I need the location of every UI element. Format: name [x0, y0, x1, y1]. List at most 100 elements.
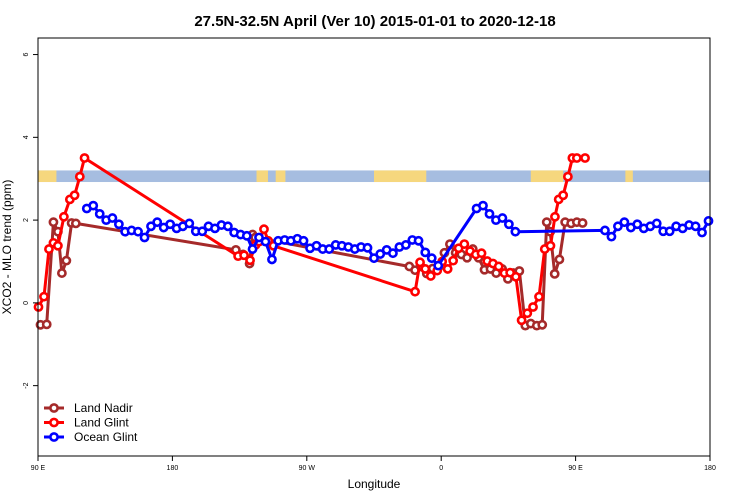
legend-item-ocean-glint: Ocean Glint	[44, 430, 138, 444]
y-tick-label: 0	[23, 301, 30, 305]
land-glint-point	[425, 271, 436, 281]
land-glint-point	[442, 264, 453, 274]
ocean-glint-point	[267, 254, 277, 265]
land-segment	[625, 170, 633, 183]
x-axis: 90 E 180 90 W 0 90 E 180	[31, 456, 716, 472]
ocean-glint-point	[697, 227, 707, 238]
land-glint-point	[58, 211, 69, 222]
land-segment	[38, 170, 57, 183]
ocean-glint-point	[375, 249, 386, 259]
ocean-glint-point	[254, 232, 264, 243]
land-segment	[256, 170, 268, 183]
ocean-glint-point	[478, 200, 488, 211]
legend-label: Ocean Glint	[74, 430, 138, 444]
ocean-glint-point	[88, 200, 99, 211]
ocean-glint-point	[651, 218, 662, 229]
ocean-glint-point	[152, 217, 163, 228]
land-glint-point	[545, 240, 556, 251]
land-glint-point	[516, 315, 527, 326]
land-nadir-point	[577, 218, 588, 228]
x-tick-label: 90 E	[568, 465, 583, 472]
land-glint-point	[550, 211, 560, 222]
legend-label: Land Glint	[74, 416, 129, 430]
land-glint-point	[562, 171, 573, 182]
land-nadir-point	[41, 319, 52, 330]
y-tick-label: 4	[23, 135, 30, 139]
land-glint-point	[571, 153, 582, 163]
ocean-glint-point	[503, 219, 514, 230]
land-glint-point	[44, 244, 54, 254]
land-nadir-point	[61, 255, 72, 266]
land-glint-line	[37, 156, 586, 322]
legend-swatch-marker	[49, 403, 59, 413]
chart-title: 27.5N-32.5N April (Ver 10) 2015-01-01 to…	[194, 13, 555, 30]
land-glint-point	[415, 257, 425, 268]
legend-item-land-glint: Land Glint	[44, 416, 129, 430]
ocean-glint-point	[619, 217, 630, 228]
land-nadir-point	[549, 269, 560, 279]
y-tick-label: 2	[23, 218, 30, 222]
plot-frame	[37, 37, 711, 457]
y-tick-label: 6	[23, 53, 30, 57]
land-glint-point	[39, 291, 49, 302]
ocean-glint-point	[184, 218, 195, 229]
x-axis-label: Longitude	[348, 477, 401, 491]
ocean-glint-point	[426, 253, 437, 264]
land-nadir-point	[554, 254, 565, 265]
ocean-glint-point	[139, 232, 150, 243]
land-glint-point	[79, 153, 90, 163]
ocean-glint-point	[433, 260, 444, 271]
ocean-glint-point	[362, 242, 373, 253]
ocean-glint-point	[298, 235, 309, 246]
x-tick-label: 90 W	[299, 465, 316, 472]
ocean-glint-point	[510, 226, 521, 237]
land-glint-point	[69, 190, 80, 201]
ocean-glint-point	[600, 225, 610, 236]
ocean-glint-point	[484, 208, 495, 219]
legend-swatch-marker	[49, 417, 59, 428]
land-glint-point	[510, 271, 521, 282]
y-axis-label: XCO2 - MLO trend (ppm)	[0, 180, 14, 315]
land-glint-point	[53, 240, 63, 251]
x-tick-label: 90 E	[31, 465, 46, 472]
land-glint-point	[493, 261, 504, 272]
land-glint-point	[245, 255, 255, 266]
y-axis: -2 0 2 4 6	[23, 53, 38, 389]
ocean-glint-point	[690, 221, 701, 232]
ocean-glint-point	[324, 244, 335, 254]
ocean-glint-point	[703, 216, 714, 226]
x-tick-label: 180	[167, 465, 179, 472]
land-glint-point	[534, 291, 544, 302]
series-land-glint	[33, 153, 590, 326]
series-layer	[33, 153, 714, 331]
land-glint-point	[410, 286, 420, 297]
land-glint-point	[528, 302, 538, 312]
ocean-glint-point	[241, 230, 252, 241]
land-glint-point	[259, 224, 269, 235]
land-nadir-point	[56, 268, 67, 278]
legend-item-land-nadir: Land Nadir	[44, 401, 133, 415]
land-nadir-point	[70, 218, 81, 229]
land-glint-point	[522, 308, 533, 319]
ocean-glint-point	[613, 221, 623, 232]
ocean-glint-point	[165, 219, 176, 230]
land-glint-point	[459, 239, 470, 250]
series-ocean-glint	[81, 200, 714, 271]
land-glint-point	[74, 171, 85, 182]
land-segment	[374, 170, 427, 183]
ocean-glint-point	[113, 219, 124, 230]
ocean-glint-point	[388, 248, 398, 259]
ocean-glint-point	[94, 208, 105, 219]
land-glint-point	[239, 250, 249, 261]
ocean-glint-point	[632, 219, 643, 230]
legend-swatch-marker	[49, 432, 59, 442]
ocean-glint-point	[413, 235, 424, 246]
x-tick-label: 0	[439, 465, 443, 472]
ocean-glint-point	[223, 221, 233, 232]
land-glint-point	[448, 255, 459, 266]
ocean-glint-point	[260, 236, 271, 247]
y-tick-label: -2	[23, 382, 30, 388]
legend-label: Land Nadir	[74, 401, 133, 415]
